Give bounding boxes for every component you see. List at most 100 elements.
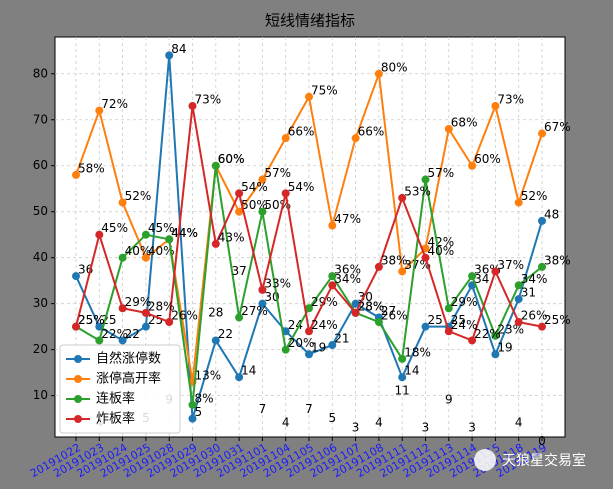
data-label: 19 [311, 341, 326, 355]
data-label: 75% [311, 83, 338, 97]
data-label: 27 [381, 304, 396, 318]
data-label: 34% [334, 272, 361, 286]
point [398, 373, 407, 382]
data-label: 25% [78, 313, 105, 327]
point [421, 175, 430, 184]
point [95, 230, 104, 239]
point [305, 327, 313, 336]
legend-label: 自然涨停数 [96, 351, 161, 367]
point [328, 341, 337, 350]
data-label: 67% [544, 120, 571, 134]
data-label: 66% [358, 125, 385, 139]
y-tick-label: 30 [33, 296, 48, 310]
data-label: 22% [101, 327, 128, 341]
point [95, 336, 104, 345]
data-label: 18% [404, 345, 431, 359]
data-label: 40% [148, 244, 175, 258]
data-label: 19 [497, 341, 512, 355]
point [328, 281, 337, 290]
data-label: 7 [259, 402, 267, 416]
point [491, 350, 500, 359]
data-label: 13% [195, 368, 222, 382]
data-label: 43% [218, 230, 245, 244]
point [118, 304, 127, 313]
point [211, 336, 220, 345]
data-label: 54% [288, 180, 315, 194]
data-label: 24% [451, 318, 478, 332]
point [351, 134, 360, 143]
point [72, 170, 80, 179]
point [444, 304, 453, 313]
point [351, 308, 360, 317]
data-label: 22 [218, 327, 233, 341]
data-label: 0 [538, 434, 546, 448]
data-label: 24% [311, 318, 338, 332]
point [538, 262, 546, 271]
chart-title: 短线情绪指标 [265, 12, 355, 30]
point [491, 331, 500, 340]
data-label: 45% [148, 221, 175, 235]
data-label: 4 [282, 416, 290, 430]
data-label: 40% [428, 244, 455, 258]
point [281, 189, 290, 198]
data-label: 52% [521, 189, 548, 203]
point [328, 221, 337, 230]
point [468, 272, 477, 281]
point [281, 134, 290, 143]
data-label: 23% [497, 322, 524, 336]
point [421, 322, 430, 331]
y-tick-label: 70 [33, 112, 48, 126]
data-label: 73% [195, 92, 222, 106]
data-label: 28% [358, 299, 385, 313]
data-label: 3 [352, 420, 360, 434]
point [398, 354, 407, 363]
point [188, 400, 197, 409]
legend-label: 涨停高开率 [96, 371, 161, 387]
point [141, 230, 150, 239]
y-tick-label: 80 [33, 66, 48, 80]
point [165, 235, 174, 244]
point [211, 161, 220, 170]
legend-marker [74, 415, 82, 423]
point [351, 299, 360, 308]
data-label: 36% [334, 263, 361, 277]
point [165, 318, 174, 327]
point [468, 336, 477, 345]
data-label: 4 [375, 416, 383, 430]
point [72, 322, 80, 331]
y-tick-label: 20 [33, 342, 48, 356]
data-label: 34% [521, 272, 548, 286]
data-label: 37% [497, 258, 524, 272]
point [374, 69, 383, 78]
data-label: 8% [195, 391, 214, 405]
point [421, 253, 430, 262]
point [374, 262, 383, 271]
legend-label: 炸板率 [96, 411, 135, 427]
data-label: 31 [521, 286, 536, 300]
point [514, 295, 523, 304]
data-label: 58% [78, 161, 105, 175]
point [491, 267, 500, 276]
point [468, 161, 477, 170]
point [141, 308, 150, 317]
data-label: 34 [474, 272, 489, 286]
point [305, 304, 313, 313]
point [514, 198, 523, 207]
data-label: 60% [474, 152, 501, 166]
data-label: 66% [288, 125, 315, 139]
point [235, 189, 244, 198]
data-label: 3 [422, 420, 430, 434]
data-label: 38% [381, 253, 408, 267]
data-label: 68% [451, 115, 478, 129]
data-label: 14 [241, 364, 256, 378]
data-label: 73% [497, 92, 524, 106]
y-tick-label: 40 [33, 250, 48, 264]
data-label: 14 [404, 364, 419, 378]
point [281, 345, 290, 354]
point [258, 285, 267, 294]
data-label: 28% [358, 299, 385, 313]
data-label: 28% [148, 299, 175, 313]
watermark-icon [474, 449, 496, 471]
y-tick-label: 60 [33, 158, 48, 172]
